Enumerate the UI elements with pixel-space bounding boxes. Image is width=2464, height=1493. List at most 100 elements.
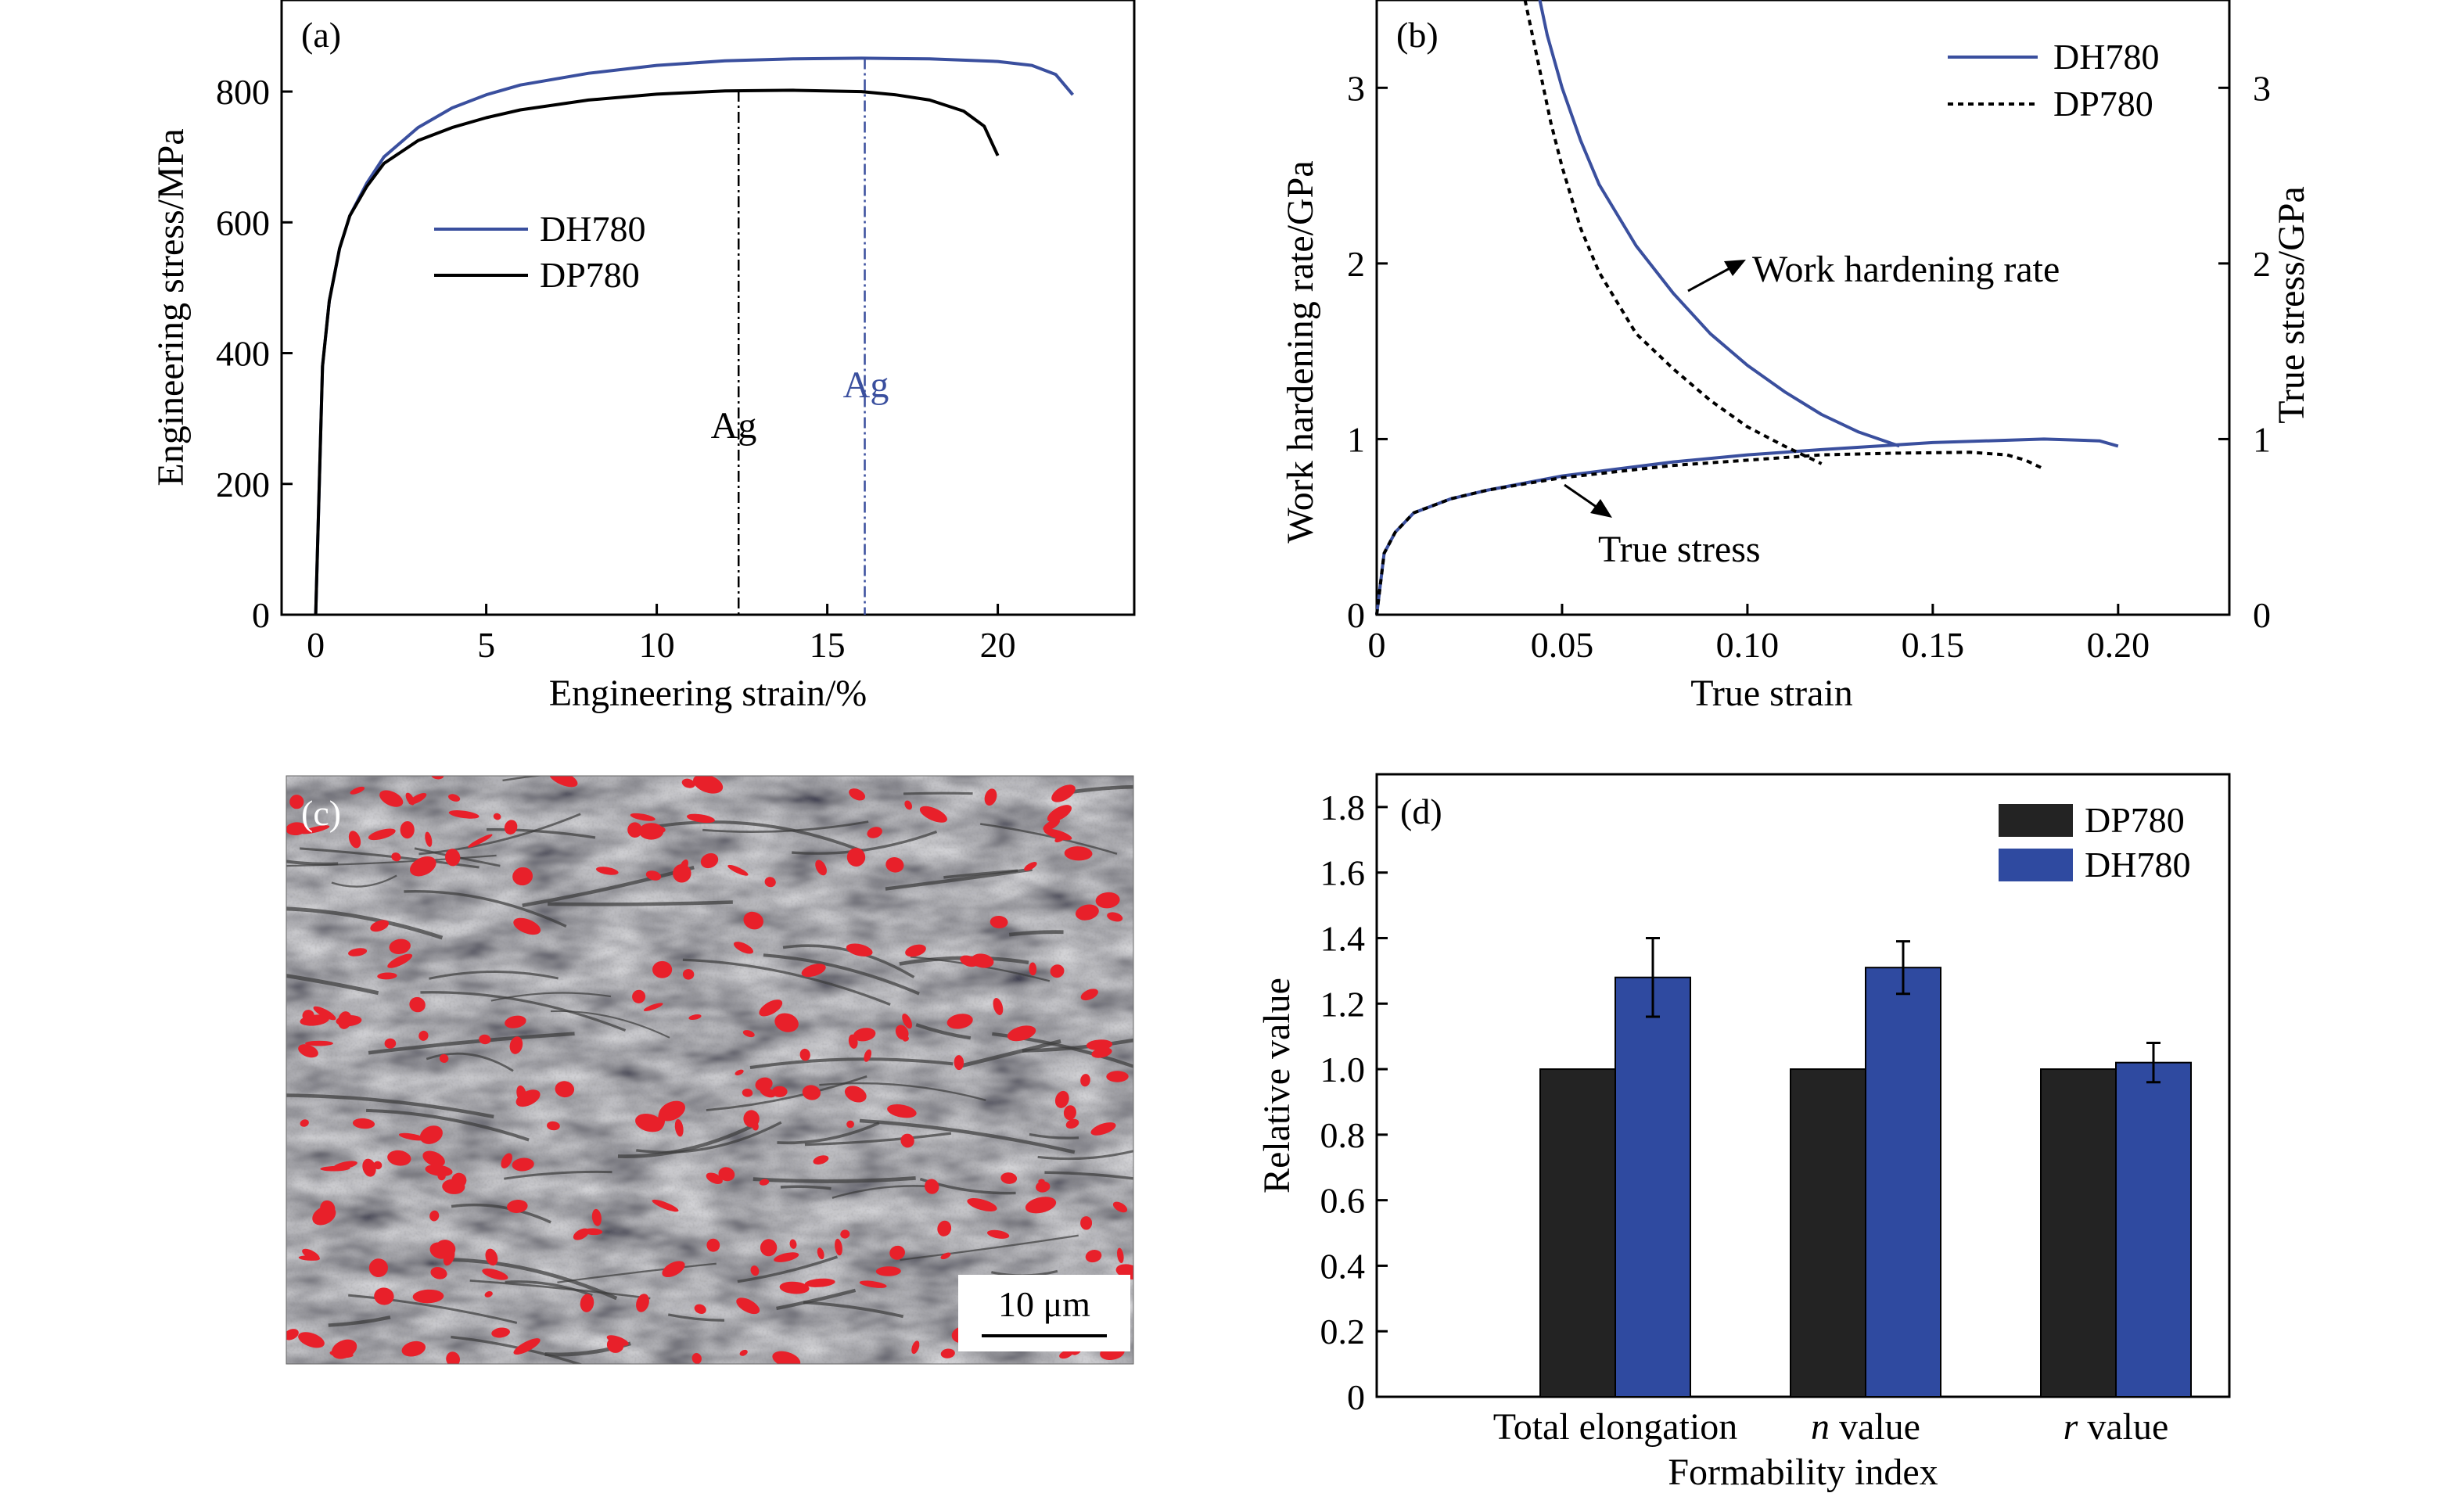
martensite-island — [400, 821, 415, 839]
legend-label-dp780: DP780 — [540, 255, 640, 295]
note-whr: Work hardening rate — [1752, 249, 2060, 290]
martensite-island — [493, 813, 501, 820]
martensite-island — [445, 849, 461, 867]
martensite-island — [547, 1121, 560, 1131]
martensite-island — [1036, 1181, 1051, 1193]
martensite-island — [875, 1266, 901, 1276]
martensite-island — [370, 920, 390, 932]
martensite-island — [337, 1011, 352, 1029]
arrow-ts-head — [1590, 499, 1612, 518]
grain-boundary — [505, 1280, 593, 1297]
martensite-island — [1112, 1201, 1128, 1213]
martensite-island — [718, 1167, 735, 1182]
martensite-island — [636, 1294, 649, 1312]
martensite-island — [694, 1304, 706, 1314]
martensite-island — [443, 1248, 455, 1266]
martensite-island — [302, 1248, 320, 1261]
martensite-island — [853, 1028, 876, 1042]
martensite-island — [1080, 1074, 1090, 1087]
scale-bar-label: 10 μm — [998, 1284, 1090, 1324]
bar-dh780 — [1865, 967, 1941, 1398]
martensite-island — [1043, 819, 1060, 831]
martensite-island — [895, 1025, 909, 1040]
martensite-island — [507, 1200, 528, 1213]
martensite-island — [368, 828, 396, 841]
grain-boundary — [490, 992, 612, 1002]
grain-boundary — [286, 1093, 494, 1119]
martensite-island — [312, 1206, 336, 1226]
martensite-island — [849, 788, 866, 801]
grain-boundary — [420, 991, 627, 1032]
series-line-dh780 — [314, 56, 1075, 616]
martensite-island — [846, 1120, 854, 1129]
y-tick-label: 0.4 — [1320, 1246, 1366, 1286]
martensite-island — [348, 948, 368, 956]
martensite-island — [813, 1155, 829, 1165]
martensite-island — [817, 1247, 824, 1260]
panel-d-bars — [1539, 936, 2192, 1398]
martensite-island — [627, 822, 643, 838]
martensite-island — [799, 1048, 810, 1061]
grain-boundary — [763, 953, 920, 996]
panel-d-label: (d) — [1400, 791, 1442, 831]
martensite-island — [846, 943, 873, 956]
martensite-island — [422, 1150, 445, 1167]
grain-boundary — [776, 1288, 857, 1311]
martensite-island — [448, 810, 480, 819]
martensite-island — [442, 1179, 465, 1194]
martensite-island — [984, 788, 997, 806]
martensite-island — [1059, 1350, 1073, 1359]
y-tick-label: 1.2 — [1320, 984, 1366, 1024]
martensite-island — [774, 1013, 799, 1032]
martensite-island — [401, 1340, 426, 1357]
martensite-island — [971, 953, 994, 968]
martensite-island — [993, 998, 1004, 1015]
martensite-island — [911, 1340, 920, 1355]
martensite-island — [591, 1208, 602, 1226]
martensite-island — [1025, 1197, 1057, 1214]
martensite-island — [300, 825, 330, 834]
grain-boundary — [469, 1279, 651, 1300]
grain-boundary — [286, 974, 379, 996]
panel-a-xlabel: Engineering strain/% — [549, 673, 867, 714]
martensite-island — [940, 1348, 955, 1358]
micrograph-boundaries — [286, 776, 1133, 1364]
panel-b-ticks: 0 0.05 0.10 0.15 0.200 01 12 23 3 — [1347, 68, 2271, 665]
martensite-island — [743, 1110, 760, 1128]
grain-boundary — [780, 1185, 832, 1190]
legend-swatch-dh780 — [1999, 849, 2073, 881]
martensite-island — [1064, 846, 1093, 861]
grain-boundary — [1044, 1171, 1133, 1180]
panel-b-plot-frame — [1375, 0, 2231, 616]
martensite-island — [727, 864, 749, 876]
martensite-island — [389, 939, 411, 954]
y-tick-label: 1.8 — [1320, 788, 1366, 827]
martensite-island — [632, 989, 646, 1003]
legend-label-dh780: DH780 — [2053, 37, 2159, 77]
martensite-island — [706, 1238, 720, 1252]
legend-label-dh780: DH780 — [2085, 845, 2190, 885]
grain-boundary — [792, 830, 938, 855]
grain-boundary — [915, 1023, 972, 1040]
martensite-island — [329, 1350, 354, 1358]
martensite-island — [300, 1014, 329, 1026]
martensite-island — [501, 1153, 512, 1168]
grain-boundary — [803, 1301, 904, 1319]
martensite-island — [409, 996, 426, 1013]
panel-c-label: (c) — [301, 793, 341, 833]
grain-boundary — [418, 813, 581, 856]
grain-boundary — [804, 1132, 952, 1147]
martensite-island — [840, 1229, 850, 1239]
martensite-island — [595, 867, 619, 875]
grain-boundary — [550, 1010, 670, 1039]
panel-b-y2label: True stress/GPa — [2271, 186, 2312, 424]
martensite-island — [430, 776, 444, 780]
arrow-whr-head — [1724, 260, 1746, 276]
martensite-island — [300, 1119, 309, 1127]
y-tick-label: 0 — [1347, 1377, 1365, 1417]
panel-b: 0 0.05 0.10 0.15 0.200 01 12 23 3 (b) DH780 DP78… — [1280, 0, 2312, 714]
grain-boundary — [331, 874, 397, 888]
